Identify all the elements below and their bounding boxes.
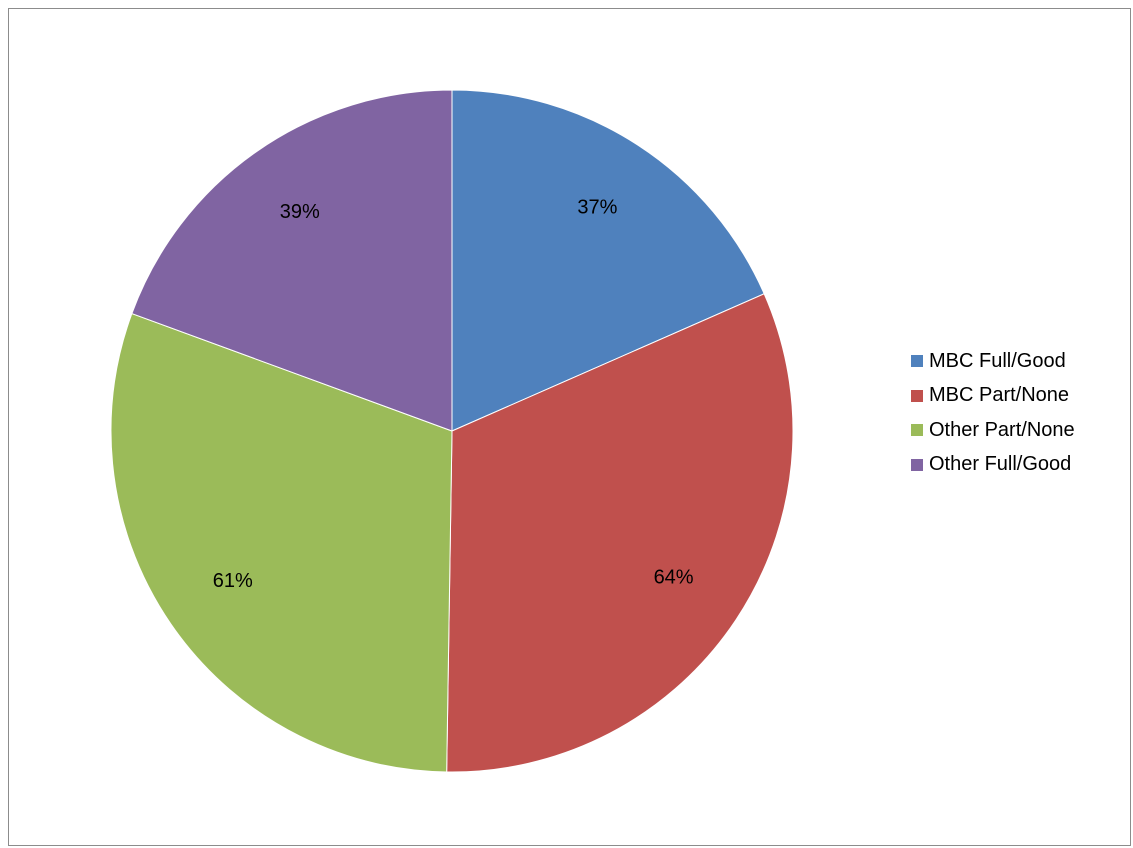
- pie-slice-mbc-full-good: [451, 89, 765, 432]
- legend-label-other-part-none: Other Part/None: [929, 418, 1075, 441]
- legend-label-other-full-good: Other Full/Good: [929, 453, 1072, 476]
- pie-slice-mbc-part-none: [446, 293, 794, 773]
- pie-slices: [110, 89, 794, 773]
- data-label-other-part-none: 61%: [213, 570, 253, 592]
- pie-data-labels: 37% 64% 61% 39%: [213, 197, 694, 592]
- legend-swatch-other-full-good: [911, 458, 923, 471]
- data-label-other-full-good: 39%: [280, 201, 320, 223]
- data-label-mbc-full-good: 37%: [577, 197, 617, 219]
- chart-legend: MBC Full/Good MBC Part/None Other Part/N…: [911, 344, 1075, 482]
- legend-item-mbc-full-good: MBC Full/Good: [911, 344, 1075, 379]
- legend-label-mbc-part-none: MBC Part/None: [929, 384, 1070, 407]
- legend-swatch-mbc-part-none: [911, 389, 923, 402]
- legend-label-mbc-full-good: MBC Full/Good: [929, 349, 1066, 372]
- pie-slice-other-part-none: [110, 312, 453, 773]
- pie-slice-other-full-good: [131, 89, 453, 432]
- legend-item-other-part-none: Other Part/None: [911, 413, 1075, 448]
- legend-item-mbc-part-none: MBC Part/None: [911, 379, 1075, 414]
- legend-swatch-other-part-none: [911, 424, 923, 437]
- data-label-mbc-part-none: 64%: [654, 566, 694, 588]
- legend-item-other-full-good: Other Full/Good: [911, 448, 1075, 483]
- legend-swatch-mbc-full-good: [911, 355, 923, 368]
